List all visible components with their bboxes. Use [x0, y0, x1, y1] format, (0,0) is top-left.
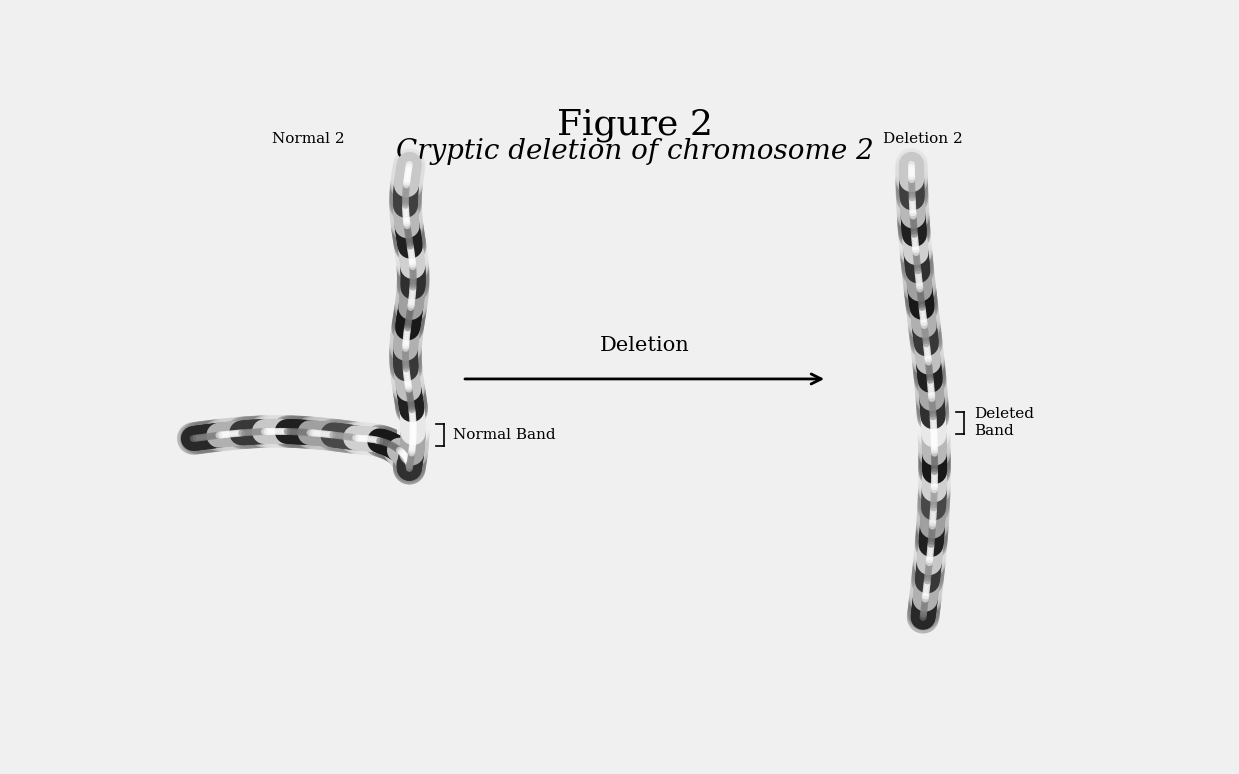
Text: Figure 2: Figure 2 — [558, 108, 712, 142]
Text: Cryptic deletion of chromosome 2: Cryptic deletion of chromosome 2 — [396, 138, 873, 165]
Text: Deleted
Band: Deleted Band — [974, 407, 1033, 438]
Text: Normal Band: Normal Band — [453, 428, 556, 442]
Text: Deletion: Deletion — [600, 336, 689, 355]
Text: Deletion 2: Deletion 2 — [883, 132, 963, 146]
Text: Normal 2: Normal 2 — [273, 132, 344, 146]
